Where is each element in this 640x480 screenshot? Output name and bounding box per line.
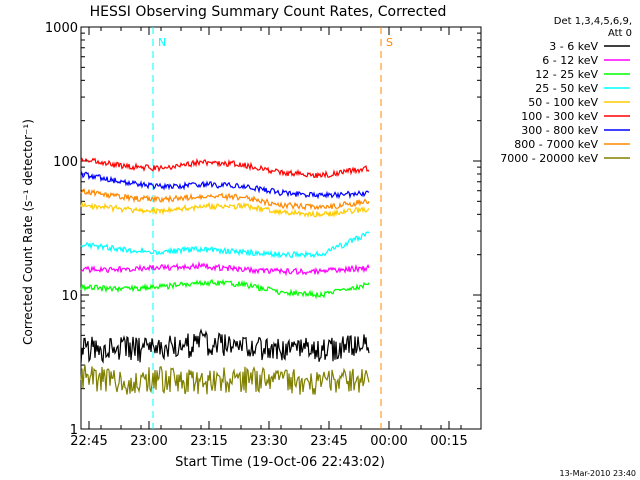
x-tick-label: 23:45 bbox=[310, 434, 347, 449]
legend-label: 100 - 300 keV bbox=[521, 110, 598, 123]
legend-label: 12 - 25 keV bbox=[535, 68, 598, 81]
series-line bbox=[80, 188, 370, 212]
legend-label: 3 - 6 keV bbox=[549, 40, 598, 53]
x-tick-label: 00:15 bbox=[430, 434, 467, 449]
x-tick-label: 23:15 bbox=[190, 434, 227, 449]
legend-label: 50 - 100 keV bbox=[528, 96, 598, 109]
y-tick-label: 10 bbox=[61, 289, 78, 304]
series-line bbox=[80, 278, 370, 300]
timestamp-footer: 13-Mar-2010 23:40 bbox=[560, 469, 637, 478]
legend-header: Att 0 bbox=[608, 28, 632, 39]
x-tick-label: 23:30 bbox=[250, 434, 287, 449]
y-tick-label: 1 bbox=[70, 423, 78, 438]
y-axis-label: Corrected Count Rate (s⁻¹ detector⁻¹) bbox=[21, 119, 35, 345]
annotation-label: N bbox=[158, 36, 166, 49]
plot-frame bbox=[80, 26, 482, 430]
x-axis-label: Start Time (19-Oct-06 22:43:02) bbox=[175, 455, 385, 470]
legend-label: 800 - 7000 keV bbox=[514, 138, 598, 151]
x-tick-label: 00:00 bbox=[370, 434, 407, 449]
legend-label: 300 - 800 keV bbox=[521, 124, 598, 137]
legend-label: 6 - 12 keV bbox=[542, 54, 598, 67]
series-line bbox=[80, 365, 370, 395]
series-line bbox=[80, 231, 370, 259]
series-line bbox=[80, 260, 370, 277]
x-tick-label: 23:00 bbox=[130, 434, 167, 449]
series-line bbox=[80, 157, 370, 179]
x-tick-label: 22:45 bbox=[70, 434, 107, 449]
series-line bbox=[80, 171, 370, 200]
legend-label: 25 - 50 keV bbox=[535, 82, 598, 95]
y-tick-label: 1000 bbox=[45, 21, 78, 36]
legend-header: Det 1,3,4,5,6,9, bbox=[554, 16, 632, 27]
chart-title: HESSI Observing Summary Count Rates, Cor… bbox=[90, 4, 447, 20]
series-line bbox=[80, 328, 370, 364]
legend-label: 7000 - 20000 keV bbox=[500, 152, 598, 165]
annotation-label: S bbox=[386, 36, 393, 49]
series-line bbox=[80, 200, 370, 218]
chart-marks: 1 10 100 1000 22:45 23:00 23:15 23:30 23:45 00:00… bbox=[45, 21, 482, 449]
y-tick-label: 100 bbox=[53, 155, 78, 170]
